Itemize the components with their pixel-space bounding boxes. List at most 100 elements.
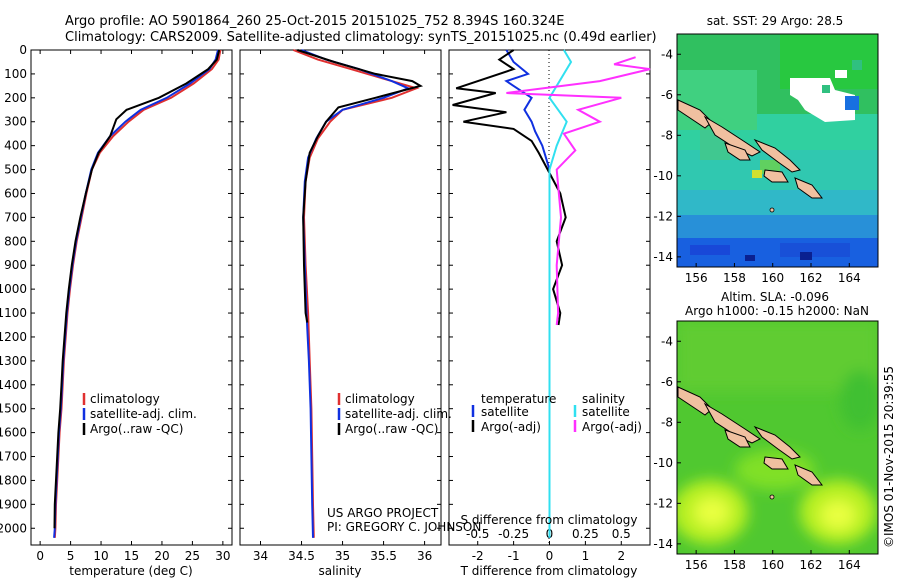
depth-tick-label: 0 (19, 43, 27, 57)
x-tick-label: 36 (417, 549, 432, 563)
s-difference-x-label: S difference from climatology (461, 513, 638, 527)
temperature-x-label: temperature (deg C) (69, 564, 192, 578)
salinity-x-label: salinity (318, 564, 361, 578)
depth-tick-label: 400 (4, 139, 27, 153)
map-y-tick-label: -12 (653, 209, 673, 223)
series-line-argo-raw-qc (53, 49, 221, 529)
legend-label-argo: Argo(..raw -QC) (345, 422, 438, 436)
salinity-series (292, 49, 424, 538)
x-tick-label: 5 (67, 549, 75, 563)
map-y-tick-label: -14 (653, 250, 673, 264)
depth-tick-label: 300 (4, 115, 27, 129)
map-x-tick-label: 156 (685, 271, 708, 285)
series-line-salinity-satellite (548, 49, 573, 538)
x-tick-label: -2 (472, 549, 484, 563)
map-y-tick-label: -4 (661, 47, 673, 61)
map-x-tick-label: 158 (723, 271, 746, 285)
temperature-legend: climatology satellite-adj. clim. Argo(..… (82, 392, 197, 436)
legend-label-argo: Argo(..raw -QC) (90, 422, 183, 436)
x-tick-label: 0 (546, 549, 554, 563)
x-tick-label: 1 (582, 549, 590, 563)
x-tick-label: 0 (36, 549, 44, 563)
temperature-x-axis: 0 5 10 15 20 25 30 (36, 50, 231, 563)
depth-tick-label: 1900 (0, 497, 27, 511)
x-tick-label: 2 (617, 549, 625, 563)
salinity-x-axis: 34 34.5 35 35.5 36 (253, 50, 432, 563)
legend-label-sal-satellite: satellite (582, 405, 630, 419)
map-y-tick-label: -6 (661, 88, 673, 102)
header-line-1: Argo profile: AO 5901864_260 25-Oct-2015… (65, 14, 564, 29)
salinity-panel-frame (239, 49, 442, 546)
secondary-x-tick-label: -0.5 (466, 527, 489, 541)
sla-map-land (677, 386, 824, 500)
map-x-tick-label: 162 (800, 271, 823, 285)
depth-tick-label: 1800 (0, 473, 27, 487)
x-tick-label: 25 (185, 549, 200, 563)
depth-tick-label: 2000 (0, 521, 27, 535)
imos-timestamp: ©IMOS 01-Nov-2015 20:39:55 (882, 366, 896, 548)
map-y-tick-label: -8 (661, 128, 673, 142)
map-y-tick-label: -12 (653, 496, 673, 510)
secondary-x-tick-label: 0.5 (612, 527, 631, 541)
series-line-temperature-satellite (504, 49, 551, 538)
header-line-2: Climatology: CARS2009. Satellite-adjuste… (65, 30, 657, 45)
depth-tick-label: 1000 (0, 282, 27, 296)
map-y-tick-label: -6 (661, 375, 673, 389)
x-tick-label: 30 (215, 549, 230, 563)
legend-label-satellite: satellite-adj. clim. (90, 407, 197, 421)
sst-map-frame (676, 33, 879, 268)
depth-tick-label: 1600 (0, 426, 27, 440)
t-difference-x-axis: -2 -1 0 1 2 (472, 541, 625, 563)
x-tick-label: 20 (154, 549, 169, 563)
x-tick-label: 35.5 (370, 549, 397, 563)
depth-tick-label: 600 (4, 186, 27, 200)
x-tick-label: 15 (124, 549, 139, 563)
legend-label-temp-satellite: satellite (481, 405, 529, 419)
depth-tick-label: 1300 (0, 354, 27, 368)
map-x-tick-label: 162 (800, 558, 823, 572)
depth-tick-label: 900 (4, 258, 27, 272)
secondary-x-tick-label: -0.25 (498, 527, 529, 541)
series-line-argo-raw-qc (297, 49, 424, 323)
depth-tick-label: 700 (4, 210, 27, 224)
map-y-tick-label: -14 (653, 537, 673, 551)
map-x-tick-label: 164 (838, 558, 861, 572)
credit-pi: PI: GREGORY C. JOHNSON (327, 520, 481, 534)
map-x-tick-label: 156 (685, 558, 708, 572)
map-x-tick-label: 164 (838, 271, 861, 285)
temperature-series (53, 49, 222, 538)
sst-map-title: sat. SST: 29 Argo: 28.5 (707, 14, 844, 28)
secondary-x-tick-label: 0.25 (572, 527, 599, 541)
map-y-tick-label: -10 (653, 456, 673, 470)
depth-tick-label: 1700 (0, 450, 27, 464)
legend-title-temperature: temperature (481, 392, 556, 406)
depth-tick-label: 1500 (0, 402, 27, 416)
sst-map-axes: 156 158 160 162 164 -4 -6 -8 -10 -12 -14 (653, 47, 860, 285)
map-x-tick-label: 158 (723, 558, 746, 572)
legend-label-climatology: climatology (345, 392, 415, 406)
depth-tick-label: 1400 (0, 378, 27, 392)
credit-project: US ARGO PROJECT (327, 506, 439, 520)
sla-map-frame (676, 320, 879, 555)
series-line-climatology (53, 49, 222, 538)
depth-tick-label: 800 (4, 234, 27, 248)
x-tick-label: 34.5 (288, 549, 315, 563)
series-line-satellite-adj-clim (301, 49, 411, 538)
s-difference-x-axis: -0.5-0.2500.250.5 (466, 527, 631, 541)
map-y-tick-label: -10 (653, 169, 673, 183)
x-tick-label: 35 (335, 549, 350, 563)
temperature-panel-frame (30, 49, 233, 546)
x-tick-label: 10 (93, 549, 108, 563)
sla-map-field (677, 321, 878, 554)
depth-tick-label: 1200 (0, 330, 27, 344)
legend-label-sal-argo: Argo(-adj) (582, 420, 642, 434)
legend-label-temp-argo: Argo(-adj) (481, 420, 541, 434)
map-y-tick-label: -4 (661, 334, 673, 348)
sla-map-title: Altim. SLA: -0.096 (721, 290, 829, 304)
legend-label-climatology: climatology (90, 392, 160, 406)
sst-map-field (677, 34, 878, 267)
depth-tick-label: 500 (4, 163, 27, 177)
x-tick-label: -1 (508, 549, 520, 563)
map-x-tick-label: 160 (761, 271, 784, 285)
